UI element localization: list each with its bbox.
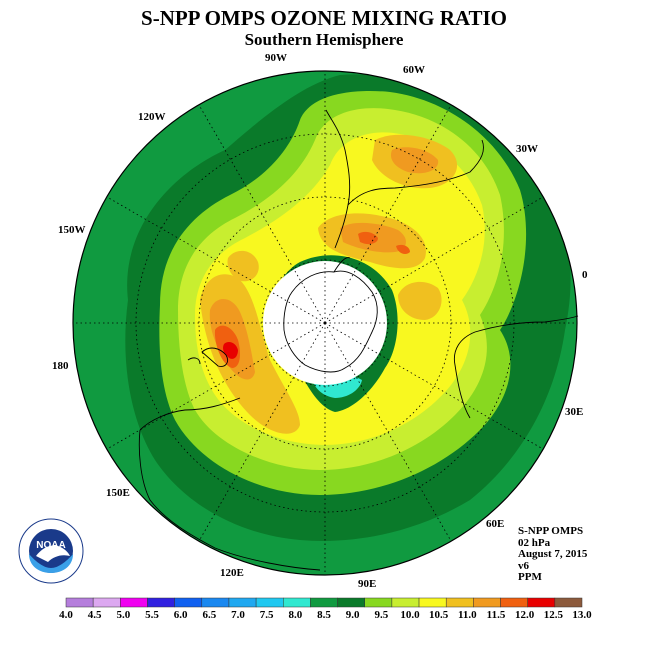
colorbar-tick-label: 4.0 xyxy=(59,609,73,621)
colorbar-swatch xyxy=(445,597,474,608)
coast-antarctica xyxy=(283,257,378,373)
colorbar-swatch xyxy=(255,597,284,608)
contour-11-0-east xyxy=(398,281,442,320)
coast-africa xyxy=(453,315,579,419)
south-pole-marker xyxy=(323,321,327,325)
ozone-contours xyxy=(73,71,577,575)
meridian-150e xyxy=(106,322,326,450)
coast-south-america xyxy=(325,109,484,249)
colorbar-swatches xyxy=(65,597,583,608)
meridian-150w xyxy=(106,196,326,324)
colorbar-tick-label: 12.0 xyxy=(515,609,535,621)
contour-12-0-center xyxy=(358,231,378,245)
colorbar-tick-label: 5.5 xyxy=(145,609,159,621)
info-box: S-NPP OMPS 02 hPa August 7, 2015 v6 PPM xyxy=(518,525,588,584)
meridian-120w xyxy=(198,104,326,324)
graticule xyxy=(73,71,577,575)
colorbar-tick-label: 11.0 xyxy=(458,609,477,621)
colorbar-tick-label: 11.5 xyxy=(487,609,506,621)
colorbar-tick-label: 4.5 xyxy=(88,609,102,621)
meridian-30w xyxy=(324,196,544,324)
colorbar-swatch xyxy=(337,597,365,608)
colorbar-tick-label: 6.0 xyxy=(174,609,188,621)
info-level: 02 hPa xyxy=(518,536,551,549)
colorbar-swatch xyxy=(500,597,528,608)
colorbar-tick-label: 8.0 xyxy=(288,609,302,621)
coast-australia xyxy=(138,397,321,571)
lon-180: 180 xyxy=(52,360,69,372)
colorbar-ticks: 4.0 4.5 5.0 5.5 6.0 6.5 7.0 7.5 8.0 8.5 9.0 9.5 10.0… xyxy=(59,609,592,621)
colorbar-tick-label: 10.0 xyxy=(400,609,420,621)
lon-60e: 60E xyxy=(486,518,504,530)
meridian-120e xyxy=(198,322,326,542)
colorbar-tick-label: 13.0 xyxy=(572,609,592,621)
colorbar-swatch xyxy=(473,597,501,608)
lon-150e: 150E xyxy=(106,487,130,499)
colorbar-swatch xyxy=(201,597,230,608)
colorbar-swatch xyxy=(174,597,203,608)
noaa-logo-text: NOAA xyxy=(36,540,65,551)
lon-120e: 120E xyxy=(220,567,244,579)
colorbar-tick-label: 5.0 xyxy=(116,609,130,621)
lon-90e: 90E xyxy=(358,578,376,590)
coastlines xyxy=(138,109,579,571)
colorbar-swatch xyxy=(228,597,257,608)
colorbar-swatch xyxy=(364,597,393,608)
colorbar-swatch xyxy=(554,597,583,608)
colorbar-swatch xyxy=(310,597,338,608)
info-version: v6 xyxy=(518,559,529,572)
map-subtitle: Southern Hemisphere xyxy=(244,30,404,49)
colorbar-tick-label: 6.5 xyxy=(202,609,216,621)
lon-90w: 90W xyxy=(265,52,287,64)
colorbar-swatch xyxy=(283,597,311,608)
map-border xyxy=(72,70,578,576)
colorbar-swatch xyxy=(147,597,175,608)
colorbar-tick-label: 7.5 xyxy=(260,609,274,621)
colorbar-swatch xyxy=(92,597,121,608)
lon-60w: 60W xyxy=(403,64,425,76)
contour-12-5 xyxy=(223,342,238,359)
contour-12-0-east xyxy=(396,244,410,254)
meridian-60e xyxy=(324,322,452,542)
colorbar-swatch xyxy=(391,597,420,608)
meridian-30e xyxy=(324,322,544,450)
colorbar-tick-label: 9.5 xyxy=(374,609,388,621)
colorbar-tick-label: 8.5 xyxy=(317,609,331,621)
colorbar-swatch xyxy=(120,597,148,608)
longitude-labels: 0 30W 60W 90W 120W 150W 180 150E 120E 90… xyxy=(52,52,588,590)
info-instrument: S-NPP OMPS xyxy=(518,525,584,537)
contour-11-5-north xyxy=(390,147,439,174)
colorbar-tick-label: 9.0 xyxy=(346,609,360,621)
info-units: PPM xyxy=(518,571,542,583)
colorbar: 4.0 4.5 5.0 5.5 6.0 6.5 7.0 7.5 8.0 8.5 9.0 9.5 10.0… xyxy=(59,597,592,621)
colorbar-swatch xyxy=(418,597,447,608)
noaa-logo: NOAA xyxy=(18,518,84,584)
colorbar-tick-label: 7.0 xyxy=(231,609,245,621)
lon-150w: 150W xyxy=(58,224,86,236)
meridian-60w xyxy=(324,104,452,324)
info-date: August 7, 2015 xyxy=(518,548,588,560)
colorbar-swatch xyxy=(65,597,94,608)
colorbar-tick-label: 10.5 xyxy=(429,609,449,621)
lon-0: 0 xyxy=(582,269,588,281)
lon-120w: 120W xyxy=(138,111,166,123)
colorbar-tick-label: 12.5 xyxy=(544,609,564,621)
colorbar-swatch xyxy=(527,597,556,608)
map-title: S-NPP OMPS OZONE MIXING RATIO xyxy=(141,6,507,30)
lon-30w: 30W xyxy=(516,143,538,155)
coast-new-zealand xyxy=(187,347,229,367)
contour-11-0-nw xyxy=(227,250,259,282)
lon-30e: 30E xyxy=(565,406,583,418)
